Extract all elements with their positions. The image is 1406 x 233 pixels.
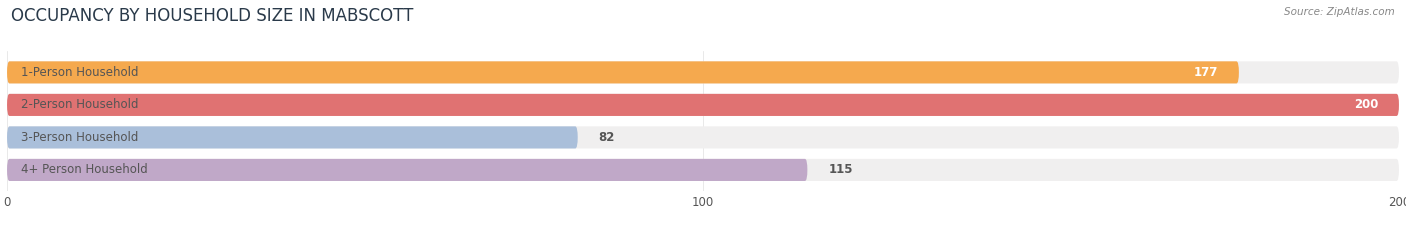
FancyBboxPatch shape	[7, 94, 1399, 116]
Text: 4+ Person Household: 4+ Person Household	[21, 163, 148, 176]
Text: 1-Person Household: 1-Person Household	[21, 66, 138, 79]
FancyBboxPatch shape	[7, 126, 1399, 148]
FancyBboxPatch shape	[7, 61, 1239, 83]
Text: Source: ZipAtlas.com: Source: ZipAtlas.com	[1284, 7, 1395, 17]
Text: OCCUPANCY BY HOUSEHOLD SIZE IN MABSCOTT: OCCUPANCY BY HOUSEHOLD SIZE IN MABSCOTT	[11, 7, 413, 25]
FancyBboxPatch shape	[7, 159, 1399, 181]
Text: 200: 200	[1354, 98, 1378, 111]
FancyBboxPatch shape	[7, 159, 807, 181]
Text: 82: 82	[599, 131, 614, 144]
Text: 2-Person Household: 2-Person Household	[21, 98, 138, 111]
Text: 3-Person Household: 3-Person Household	[21, 131, 138, 144]
Text: 115: 115	[828, 163, 853, 176]
FancyBboxPatch shape	[7, 61, 1399, 83]
Text: 177: 177	[1194, 66, 1218, 79]
FancyBboxPatch shape	[7, 94, 1399, 116]
FancyBboxPatch shape	[7, 126, 578, 148]
